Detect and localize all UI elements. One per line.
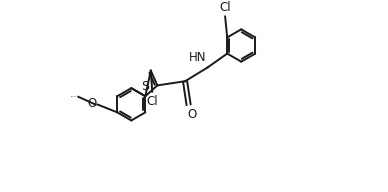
- Text: methoxy: methoxy: [71, 95, 78, 97]
- Text: Cl: Cl: [146, 95, 158, 108]
- Text: S: S: [141, 79, 149, 93]
- Text: HN: HN: [189, 51, 206, 64]
- Text: O: O: [187, 108, 196, 121]
- Text: Cl: Cl: [219, 1, 231, 14]
- Text: O: O: [87, 97, 96, 110]
